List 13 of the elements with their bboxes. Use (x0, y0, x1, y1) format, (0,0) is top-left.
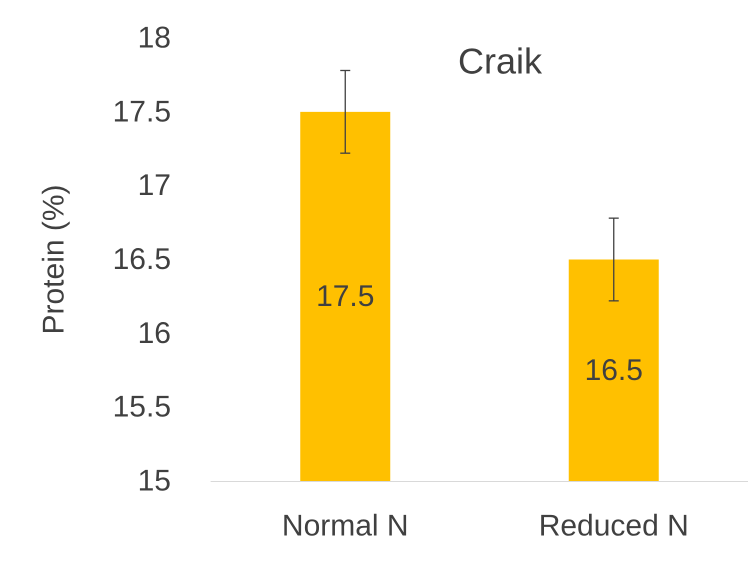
y-tick-label: 16.5 (112, 243, 171, 276)
y-tick-label: 18 (138, 22, 171, 54)
data-label: 17.5 (316, 280, 374, 313)
x-tick-label: Normal N (282, 510, 409, 542)
y-tick-label: 17.5 (112, 95, 171, 128)
y-tick-label: 16 (138, 316, 171, 350)
chart-title: Craik (458, 40, 543, 82)
y-tick-label: 15.5 (112, 390, 171, 424)
y-tick-label: 15 (138, 464, 171, 498)
x-tick-label: Reduced N (538, 510, 689, 542)
y-tick-label: 17 (138, 169, 171, 202)
data-label: 16.5 (584, 354, 643, 387)
y-axis-title: Protein (%) (38, 184, 70, 335)
